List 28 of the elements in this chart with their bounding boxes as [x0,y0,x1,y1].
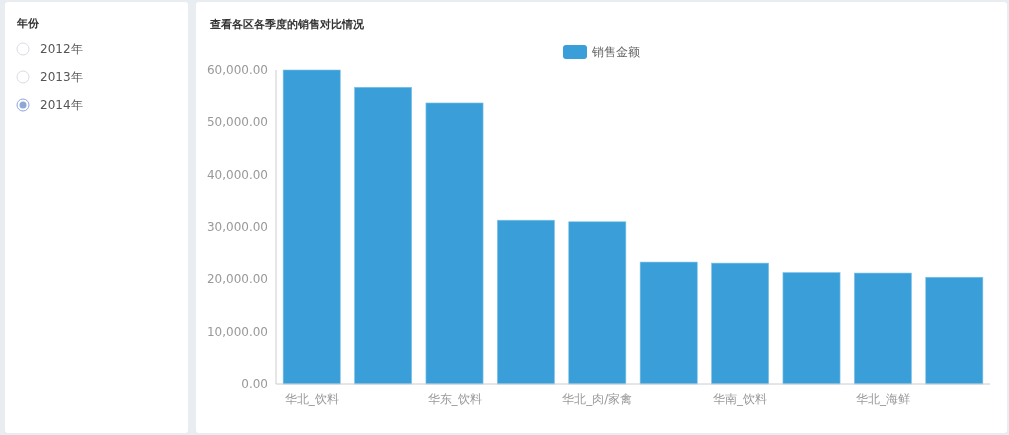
legend-label: 销售金额 [591,45,640,59]
x-tick-label: 华北_饮料 [284,392,339,406]
y-tick-label: 30,000.00 [206,220,268,234]
y-tick-label: 60,000.00 [206,63,268,77]
y-tick-label: 10,000.00 [206,324,268,339]
x-tick-label: 华南_饮料 [713,392,768,406]
bar [354,86,412,385]
chart-title: 查看各区各季度的销售对比情况 [209,18,365,31]
category-label: 2013年 [40,70,83,84]
bar [925,276,984,385]
bar [282,69,341,385]
bar [711,262,769,385]
bar [425,102,484,385]
bar [568,221,627,385]
text: 年份 [16,17,40,30]
bar [782,272,841,385]
category-label: 2012年 [40,42,83,56]
bar [497,219,555,385]
x-tick-label: 华北_肉/家禽 [562,392,633,406]
bar [854,272,912,385]
y-tick-label: 20,000.00 [206,272,268,287]
y-tick-label: 0.00 [241,377,268,391]
y-tick-label: 40,000.00 [206,167,268,182]
category-label: 2014年 [40,98,83,112]
x-tick-label: 华北_海鲜 [855,392,910,406]
bar [639,261,698,385]
y-tick-label: 50,000.00 [206,115,268,130]
x-tick-label: 华东_饮料 [427,392,482,406]
